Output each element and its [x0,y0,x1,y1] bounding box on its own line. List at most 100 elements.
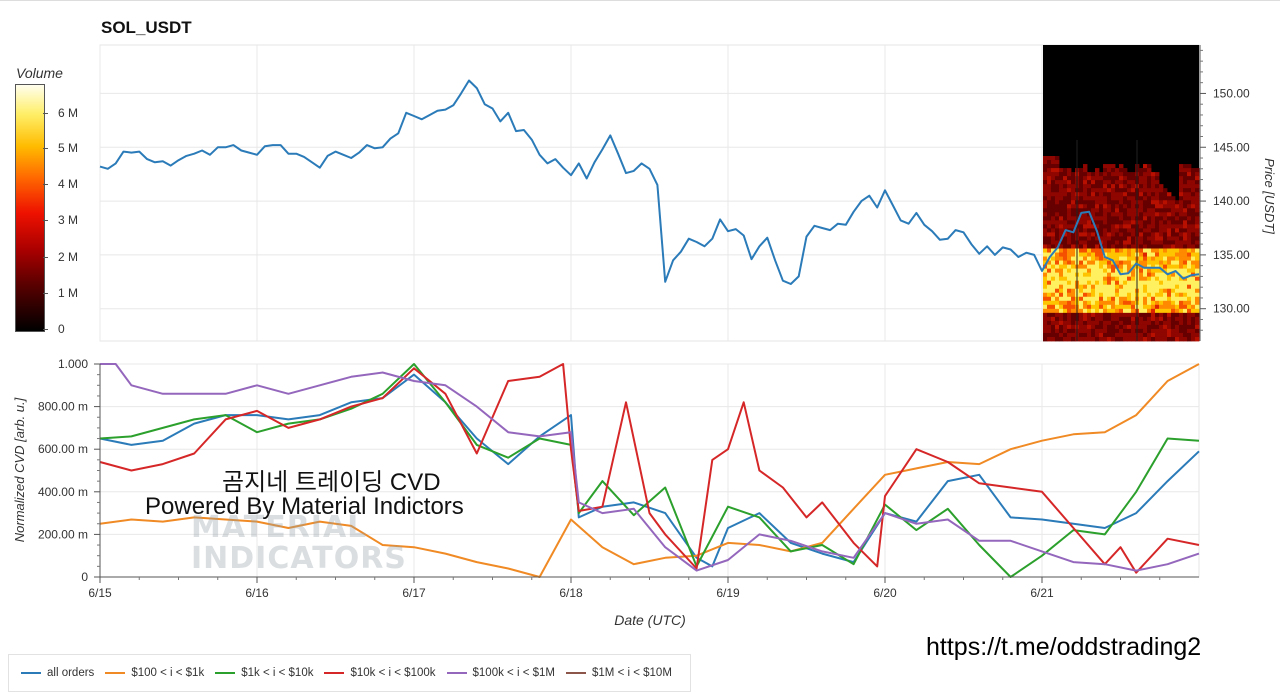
heatmap-cell [1115,320,1120,326]
heatmap-cell [1179,316,1184,322]
heatmap-cell [1051,220,1056,225]
heatmap-cell [1191,280,1196,286]
heatmap-cell [1179,168,1184,173]
heatmap-cell [1143,228,1148,233]
legend-item[interactable]: $10k < i < $100k [324,667,436,679]
heatmap-cell [1047,248,1052,253]
heatmap-cell [1143,236,1148,241]
heatmap-cell [1087,184,1092,189]
heatmap-cell [1187,248,1192,253]
heatmap-cell [1131,288,1136,294]
heatmap-cell [1115,316,1120,322]
heatmap-cell [1183,332,1188,338]
heatmap-cell [1051,312,1056,318]
heatmap-cell [1103,304,1108,310]
heatmap-cell [1067,260,1072,265]
heatmap-cell [1071,208,1076,213]
heatmap-cell [1191,172,1196,177]
heatmap-cell [1051,192,1056,197]
heatmap-cell [1115,300,1120,306]
heatmap-cell [1163,288,1168,294]
heatmap-cell [1091,208,1096,213]
heatmap-cell [1067,308,1072,314]
legend-item[interactable]: $100k < i < $1M [446,667,555,679]
heatmap-cell [1191,308,1196,314]
heatmap-cell [1055,228,1060,233]
heatmap-cell [1119,288,1124,294]
heatmap-cell [1059,276,1064,282]
heatmap-cell [1179,196,1184,201]
heatmap-cell [1187,180,1192,185]
heatmap-cell [1155,312,1160,318]
heatmap-cell [1187,188,1192,193]
heatmap-cell [1191,264,1196,270]
heatmap-cell [1155,268,1160,274]
heatmap-cell [1127,224,1132,229]
heatmap-cell [1079,264,1084,270]
heatmap-cell [1151,248,1156,253]
heatmap-cell [1059,332,1064,338]
heatmap-cell [1059,272,1064,278]
heatmap-cell [1139,320,1144,326]
heatmap-cell [1079,328,1084,334]
heatmap-cell [1043,324,1048,330]
heatmap-cell [1055,256,1060,261]
heatmap-cell [1087,248,1092,253]
heatmap-cell [1079,272,1084,278]
heatmap-cell [1103,316,1108,322]
heatmap-cell [1059,248,1064,253]
heatmap-cell [1191,324,1196,330]
x-tick-label: 6/21 [1030,586,1054,600]
heatmap-cell [1091,268,1096,274]
telegram-url[interactable]: https://t.me/oddstrading2 [926,633,1202,661]
heatmap-cell [1183,308,1188,314]
heatmap-cell [1063,240,1068,245]
heatmap-cell [1083,200,1088,205]
heatmap-cell [1151,292,1156,298]
heatmap-cell [1051,280,1056,286]
heatmap-cell [1175,296,1180,302]
heatmap-cell [1047,212,1052,217]
heatmap-cell [1083,260,1088,265]
heatmap-cell [1155,216,1160,221]
heatmap-cell [1171,196,1176,201]
heatmap-cell [1055,196,1060,201]
heatmap-cell [1095,324,1100,330]
heatmap-cell [1179,304,1184,310]
heatmap-cell [1131,200,1136,205]
heatmap-cell [1195,284,1200,290]
heatmap-cell [1103,228,1108,233]
heatmap-cell [1147,280,1152,286]
heatmap-cell [1043,176,1048,181]
legend-item[interactable]: $1M < i < $10M [566,667,672,679]
legend-item[interactable]: $100 < i < $1k [105,667,204,679]
heatmap-cell [1047,336,1052,342]
heatmap-cell [1087,204,1092,209]
heatmap-cell [1047,268,1052,274]
heatmap-cell [1131,172,1136,177]
heatmap-cell [1167,308,1172,314]
heatmap-cell [1047,200,1052,205]
heatmap-cell [1179,232,1184,237]
heatmap-cell [1179,308,1184,314]
legend-item[interactable]: $1k < i < $10k [215,667,313,679]
heatmap-cell [1183,184,1188,189]
heatmap-cell [1179,336,1184,342]
heatmap-cell [1111,296,1116,302]
heatmap-cell [1059,328,1064,334]
heatmap-cell [1131,252,1136,257]
heatmap-cell [1123,336,1128,342]
heatmap-cell [1179,248,1184,253]
heatmap-cell [1159,232,1164,237]
heatmap-cell [1095,180,1100,185]
heatmap-cell [1183,228,1188,233]
heatmap-cell [1151,240,1156,245]
legend-item[interactable]: all orders [21,667,94,679]
heatmap-cell [1055,292,1060,298]
heatmap-cell [1091,320,1096,326]
heatmap-cell [1151,308,1156,314]
heatmap-cell [1143,180,1148,185]
heatmap-cell [1043,236,1048,241]
heatmap-cell [1083,336,1088,342]
heatmap-cell [1099,176,1104,181]
